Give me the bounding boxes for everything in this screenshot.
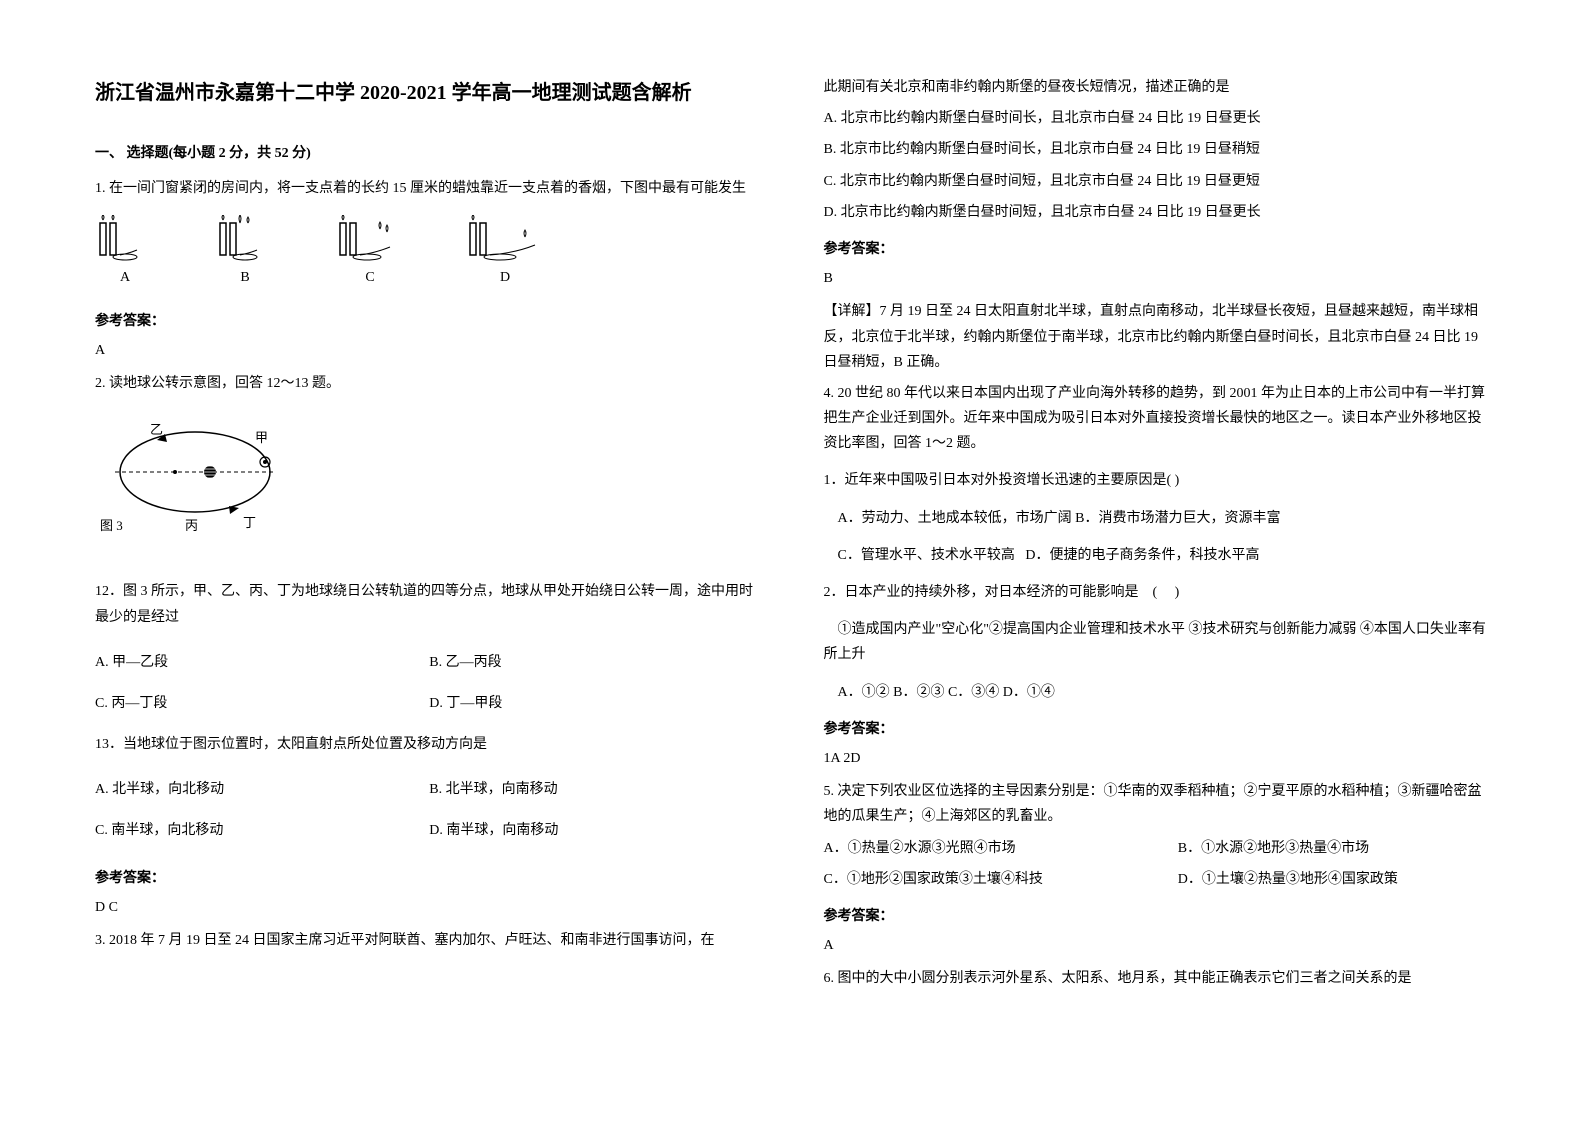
q2-answer-label: 参考答案：	[95, 866, 764, 891]
q4-sub2: 2．日本产业的持续外移，对日本经济的可能影响是 ( )	[824, 580, 1493, 605]
q3-answer: B	[824, 266, 1493, 291]
q2-answer: D C	[95, 895, 764, 920]
q12-opt-b: B. 乙—丙段	[429, 650, 763, 675]
q1-diagram-c: C	[335, 215, 405, 290]
q4-sub1: 1．近年来中国吸引日本对外投资增长迅速的主要原因是( )	[824, 468, 1493, 493]
detail-text: 7 月 19 日至 24 日太阳直射北半球，直射点向南移动，北半球昼长夜短，且昼…	[824, 304, 1479, 369]
q13-opt-a: A. 北半球，向北移动	[95, 777, 429, 802]
q13-opts-row2: C. 南半球，向北移动 D. 南半球，向南移动	[95, 818, 764, 843]
q4-sub1-opt-c: C．管理水平、技术水平较高	[838, 548, 1015, 563]
q4-sub1-row1: A．劳动力、土地成本较低，市场广阔 B．消费市场潜力巨大，资源丰富	[824, 506, 1493, 531]
q5-opts-row2: C．①地形②国家政策③土壤④科技 D．①土壤②热量③地形④国家政策	[824, 867, 1493, 892]
q12-opt-a: A. 甲—乙段	[95, 650, 429, 675]
q4-text: 4. 20 世纪 80 年代以来日本国内出现了产业向海外转移的趋势，到 2001…	[824, 381, 1493, 457]
orbit-diagram-icon: 甲 乙 丙 丁 图 3	[95, 412, 295, 542]
q5-opt-d: D．①土壤②热量③地形④国家政策	[1178, 867, 1492, 892]
q13-opt-b: B. 北半球，向南移动	[429, 777, 763, 802]
q13-opts-row1: A. 北半球，向北移动 B. 北半球，向南移动	[95, 777, 764, 802]
q1-diagram-d: D	[465, 215, 545, 290]
q3-opt-c: C. 北京市比约翰内斯堡白昼时间短，且北京市白昼 24 日比 19 日昼更短	[824, 169, 1493, 194]
diagram-label: 图 3	[100, 518, 123, 533]
q1-diagram-b: B	[215, 215, 275, 290]
detail-label: 【详解】	[824, 304, 880, 319]
q5-text: 5. 决定下列农业区位选择的主导因素分别是：①华南的双季稻种植；②宁夏平原的水稻…	[824, 779, 1493, 829]
q4-sub1-opt-a: A．劳动力、土地成本较低，市场广阔	[838, 511, 1072, 526]
q3-text: 3. 2018 年 7 月 19 日至 24 日国家主席习近平对阿联酋、塞内加尔…	[95, 928, 764, 953]
q1-answer: A	[95, 338, 764, 363]
q3-opt-d: D. 北京市比约翰内斯堡白昼时间短，且北京市白昼 24 日比 19 日昼更长	[824, 200, 1493, 225]
node-jia: 甲	[255, 430, 268, 445]
q3-opt-b: B. 北京市比约翰内斯堡白昼时间长，且北京市白昼 24 日比 19 日昼稍短	[824, 137, 1493, 162]
q1-answer-label: 参考答案：	[95, 309, 764, 334]
q4-answer-label: 参考答案：	[824, 717, 1493, 742]
node-ding: 丁	[243, 515, 256, 530]
q12-opt-c: C. 丙—丁段	[95, 691, 429, 716]
q3-cont: 此期间有关北京和南非约翰内斯堡的昼夜长短情况，描述正确的是	[824, 75, 1493, 100]
q4-sub1-row2: C．管理水平、技术水平较高 D．便捷的电子商务条件，科技水平高	[824, 543, 1493, 568]
q1-diagram-a: A	[95, 215, 155, 290]
q4-sub1-opt-b: B．消费市场潜力巨大，资源丰富	[1075, 511, 1280, 526]
q1-label-c: C	[365, 265, 374, 290]
section-header: 一、 选择题(每小题 2 分，共 52 分)	[95, 141, 764, 166]
q12-text: 12．图 3 所示，甲、乙、丙、丁为地球绕日公转轨道的四等分点，地球从甲处开始绕…	[95, 579, 764, 629]
candle-icon-c	[335, 215, 405, 265]
q1-diagram: A B C	[95, 215, 764, 290]
q4-sub2-text: ①造成国内产业"空心化"②提高国内企业管理和技术水平 ③技术研究与创新能力减弱 …	[824, 617, 1493, 667]
q5-opts-row1: A．①热量②水源③光照④市场 B．①水源②地形③热量④市场	[824, 836, 1493, 861]
page-title: 浙江省温州市永嘉第十二中学 2020-2021 学年高一地理测试题含解析	[95, 75, 764, 111]
left-column: 浙江省温州市永嘉第十二中学 2020-2021 学年高一地理测试题含解析 一、 …	[95, 75, 764, 1047]
q5-opt-c: C．①地形②国家政策③土壤④科技	[824, 867, 1138, 892]
q6-text: 6. 图中的大中小圆分别表示河外星系、太阳系、地月系，其中能正确表示它们三者之间…	[824, 966, 1493, 991]
q3-detail: 【详解】7 月 19 日至 24 日太阳直射北半球，直射点向南移动，北半球昼长夜…	[824, 299, 1493, 375]
q4-answer: 1A 2D	[824, 746, 1493, 771]
q1-label-b: B	[240, 265, 249, 290]
candle-icon-d	[465, 215, 545, 265]
q13-opt-c: C. 南半球，向北移动	[95, 818, 429, 843]
q12-opts-row2: C. 丙—丁段 D. 丁—甲段	[95, 691, 764, 716]
node-yi: 乙	[150, 422, 163, 437]
q3-answer-label: 参考答案：	[824, 237, 1493, 262]
q13-text: 13．当地球位于图示位置时，太阳直射点所处位置及移动方向是	[95, 732, 764, 757]
q5-opt-a: A．①热量②水源③光照④市场	[824, 836, 1138, 861]
q4-sub2-opts: A．①② B．②③ C．③④ D．①④	[824, 680, 1493, 705]
candle-icon-a	[95, 215, 155, 265]
node-bing: 丙	[185, 518, 198, 533]
q3-opt-a: A. 北京市比约翰内斯堡白昼时间长，且北京市白昼 24 日比 19 日昼更长	[824, 106, 1493, 131]
q1-label-a: A	[120, 265, 130, 290]
q5-answer-label: 参考答案：	[824, 904, 1493, 929]
q5-answer: A	[824, 933, 1493, 958]
q2-intro: 2. 读地球公转示意图，回答 12～13 题。	[95, 371, 764, 396]
right-column: 此期间有关北京和南非约翰内斯堡的昼夜长短情况，描述正确的是 A. 北京市比约翰内…	[824, 75, 1493, 1047]
q12-opt-d: D. 丁—甲段	[429, 691, 763, 716]
q2-diagram: 甲 乙 丙 丁 图 3	[95, 412, 764, 551]
q13-opt-d: D. 南半球，向南移动	[429, 818, 763, 843]
q5-opt-b: B．①水源②地形③热量④市场	[1178, 836, 1492, 861]
q4-sub1-opt-d: D．便捷的电子商务条件，科技水平高	[1025, 548, 1259, 563]
candle-icon-b	[215, 215, 275, 265]
q12-opts-row1: A. 甲—乙段 B. 乙—丙段	[95, 650, 764, 675]
q1-label-d: D	[500, 265, 510, 290]
q1-text: 1. 在一间门窗紧闭的房间内，将一支点着的长约 15 厘米的蜡烛靠近一支点着的香…	[95, 176, 764, 201]
